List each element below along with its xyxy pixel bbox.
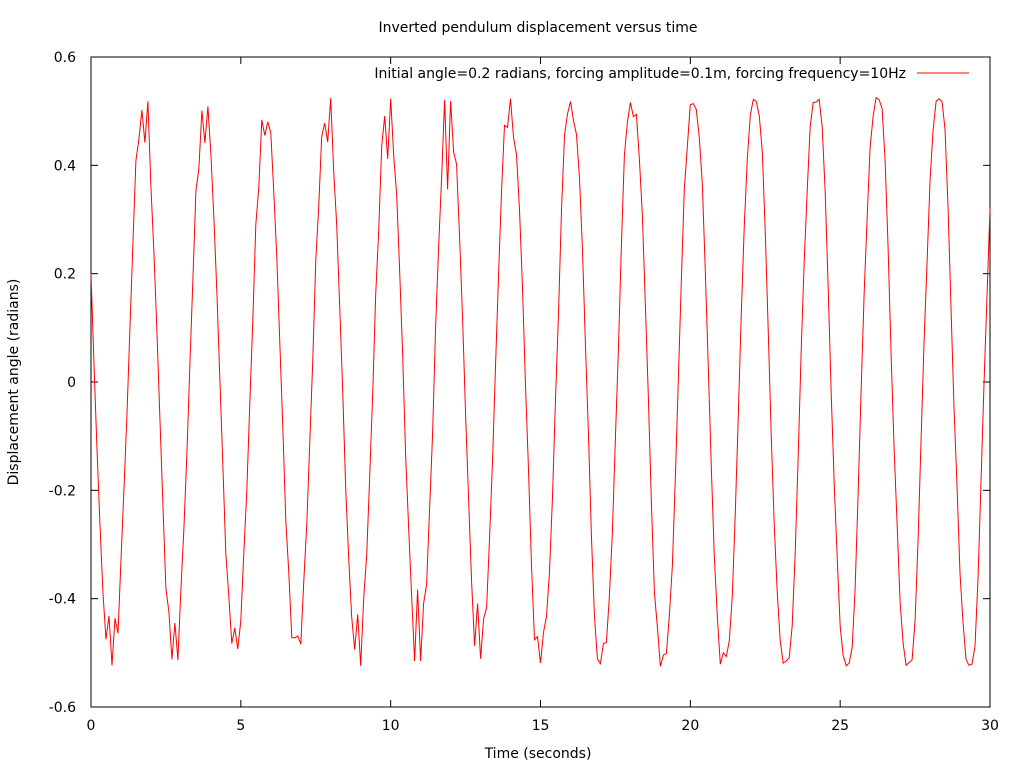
- y-tick-label: -0.2: [49, 483, 76, 499]
- y-tick-label: -0.4: [49, 592, 76, 608]
- series-line: [90, 96, 991, 667]
- y-tick-label: 0.4: [54, 158, 76, 174]
- y-tick-label: 0.2: [54, 267, 76, 283]
- x-tick-label: 20: [681, 718, 699, 734]
- x-tick-label: 0: [87, 718, 96, 734]
- x-tick-label: 30: [981, 718, 999, 734]
- x-tick-label: 25: [831, 718, 849, 734]
- y-axis-label: Displacement angle (radians): [6, 279, 22, 486]
- x-tick-label: 5: [236, 718, 245, 734]
- x-tick-label: 15: [532, 718, 550, 734]
- x-tick-label: 10: [382, 718, 400, 734]
- chart-title: Inverted pendulum displacement versus ti…: [378, 20, 697, 36]
- y-tick-label: 0: [67, 375, 76, 391]
- x-axis-label: Time (seconds): [484, 746, 592, 762]
- plot-area: [90, 96, 991, 667]
- plot-border: [90, 56, 991, 708]
- axes: [90, 56, 991, 708]
- y-tick-label: 0.6: [54, 50, 76, 66]
- y-tick-label: -0.6: [49, 700, 76, 716]
- legend: Initial angle=0.2 radians, forcing ampli…: [374, 66, 969, 82]
- legend-label: Initial angle=0.2 radians, forcing ampli…: [374, 66, 906, 82]
- ticks: 0 5 10 15 20 25 30 -0.6 -0.4 -0.2 0 0.2 0.4 0.6: [49, 50, 999, 734]
